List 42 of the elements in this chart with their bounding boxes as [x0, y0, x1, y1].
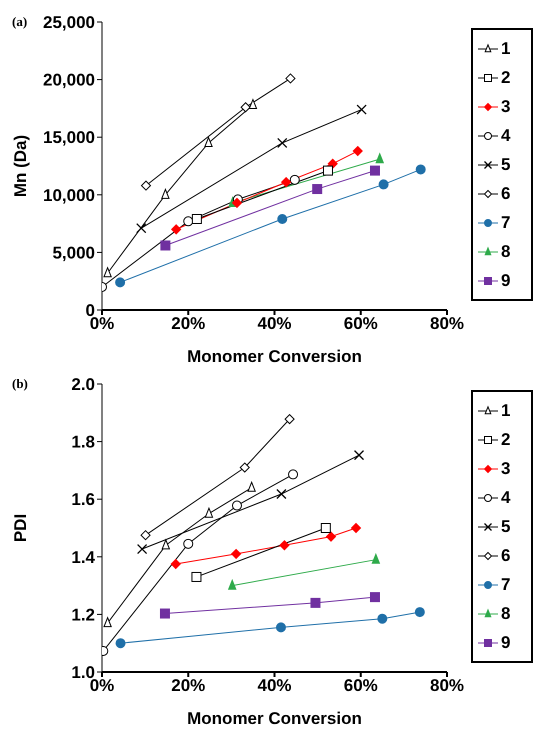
y-tick-label: 10,000 — [43, 186, 95, 205]
legend-label: 6 — [501, 546, 510, 566]
y-tick-label: 1.4 — [71, 548, 96, 567]
x-tick-label: 60% — [344, 314, 378, 334]
legend-label: 7 — [501, 574, 510, 594]
legend-label: 9 — [501, 270, 510, 290]
x-tick-label: 40% — [257, 676, 292, 696]
legend-label: 4 — [501, 488, 510, 508]
x-axis-title: Monomer Conversion — [187, 709, 362, 728]
y-tick-label: 1.6 — [71, 490, 95, 510]
x-axis-title: Monomer Conversion — [187, 347, 362, 366]
legend-label: 6 — [501, 184, 510, 204]
y-axis-title: Mn (Da) — [11, 134, 30, 198]
legend-label: 4 — [501, 126, 510, 146]
y-tick-label: 25,000 — [43, 13, 95, 32]
legend-label: 3 — [501, 458, 510, 478]
legend-label: 2 — [501, 68, 510, 88]
legend-label: 1 — [501, 38, 510, 58]
y-axis-title: PDI — [11, 514, 30, 542]
legend-label: 7 — [501, 212, 510, 232]
x-tick-label: 20% — [171, 314, 206, 334]
legend-label: 8 — [501, 242, 510, 262]
y-tick-label: 1.2 — [71, 605, 95, 624]
y-tick-label: 1.8 — [71, 432, 95, 452]
legend-label: 5 — [501, 516, 510, 536]
legend-label: 3 — [501, 96, 510, 116]
legend-label: 2 — [501, 430, 510, 450]
chart-title: (a) — [12, 14, 28, 30]
x-tick-label: 80% — [430, 676, 464, 696]
legend-label: 9 — [501, 632, 510, 652]
y-tick-label: 2.0 — [71, 375, 95, 394]
legend-label: 5 — [501, 154, 510, 174]
x-tick-label: 60% — [344, 676, 378, 696]
x-tick-label: 40% — [257, 314, 292, 334]
x-tick-label: 20% — [171, 676, 206, 696]
legend-label: 8 — [501, 604, 510, 624]
y-tick-label: 15,000 — [43, 128, 95, 148]
y-tick-label: 5,000 — [52, 243, 95, 262]
y-tick-label: 20,000 — [43, 70, 95, 90]
legend-label: 1 — [501, 400, 510, 420]
x-tick-label: 80% — [430, 314, 464, 334]
chart-title: (b) — [12, 376, 28, 392]
